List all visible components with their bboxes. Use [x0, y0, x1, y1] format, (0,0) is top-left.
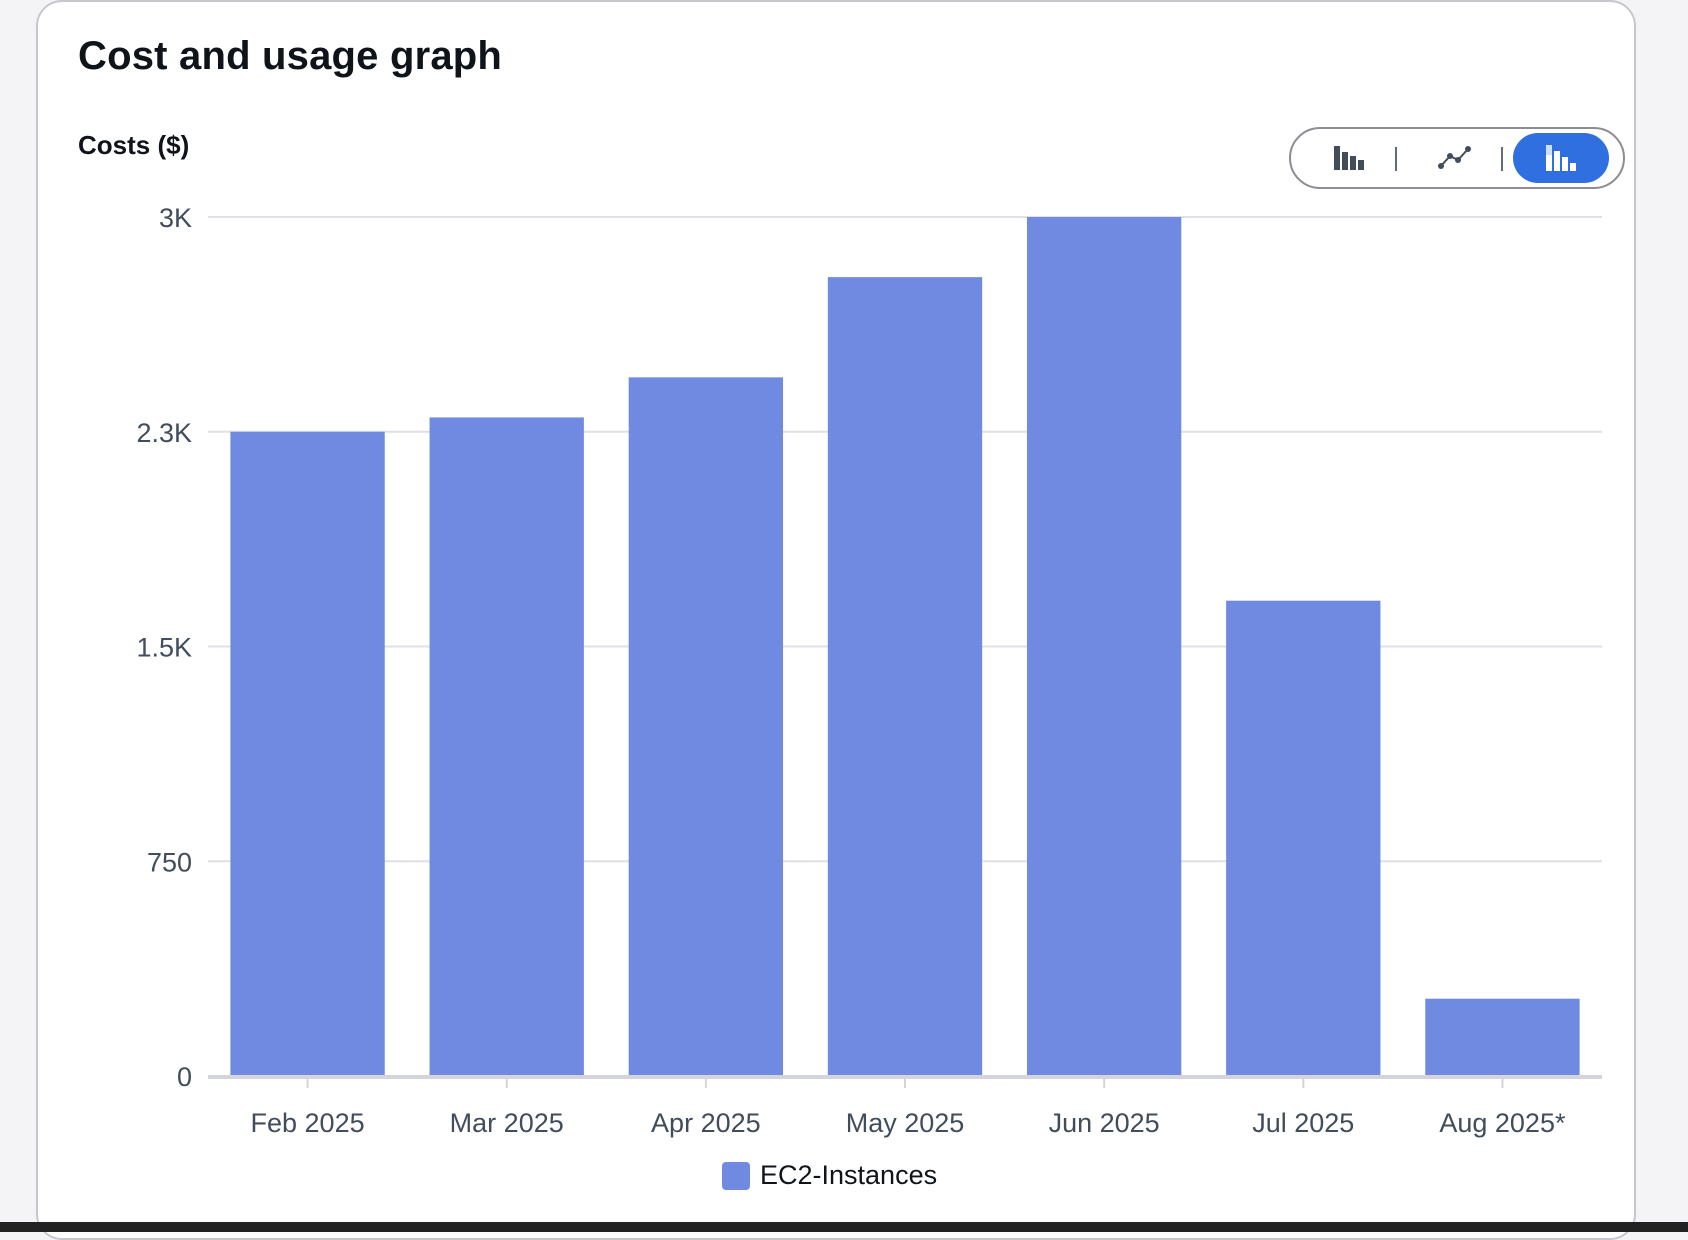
toggle-separator: [1501, 147, 1503, 171]
bar[interactable]: [1026, 217, 1182, 1076]
stacked-bar-chart-icon: [1546, 145, 1576, 171]
x-tick-label: Jun 2025: [1049, 1108, 1160, 1138]
y-tick-label: 2.3K: [136, 418, 192, 448]
toggle-separator: [1395, 147, 1397, 171]
x-tick-label: Apr 2025: [651, 1108, 761, 1138]
x-tick-label: Mar 2025: [450, 1108, 564, 1138]
x-tick-label: Feb 2025: [251, 1108, 365, 1138]
bar[interactable]: [1226, 600, 1381, 1076]
line-chart-button[interactable]: [1407, 133, 1503, 183]
bar[interactable]: [429, 417, 584, 1076]
x-tick-label: May 2025: [846, 1108, 965, 1138]
card-title: Cost and usage graph: [78, 34, 503, 78]
bar[interactable]: [230, 431, 385, 1076]
bar[interactable]: [827, 277, 983, 1076]
stacked-bar-chart-button[interactable]: [1513, 133, 1609, 183]
y-axis-ticks: 0 750 1.5K 2.3K 3K: [136, 203, 192, 1092]
chart-type-toggle: [1289, 127, 1625, 189]
legend-label: EC2-Instances: [760, 1160, 938, 1190]
line-chart-icon: [1438, 146, 1471, 169]
bottom-edge: [0, 1222, 1688, 1232]
y-tick-label: 3K: [159, 203, 192, 233]
y-tick-label: 0: [177, 1062, 192, 1092]
x-tick-label: Jul 2025: [1252, 1108, 1354, 1138]
x-tick-label: Aug 2025*: [1439, 1108, 1566, 1138]
y-tick-label: 750: [147, 847, 192, 877]
legend: EC2-Instances: [722, 1160, 937, 1191]
bar[interactable]: [1425, 998, 1580, 1076]
bar[interactable]: [628, 377, 784, 1076]
bar-chart-icon: [1334, 146, 1364, 170]
legend-swatch: [722, 1161, 750, 1190]
bar-chart-button[interactable]: [1301, 133, 1397, 183]
x-axis-ticks: Feb 2025 Mar 2025 Apr 2025 May 2025 Jun 2025…: [251, 1078, 1566, 1138]
y-axis-label: Costs ($): [78, 130, 190, 160]
bars: [230, 217, 1580, 1076]
y-tick-label: 1.5K: [136, 633, 192, 663]
